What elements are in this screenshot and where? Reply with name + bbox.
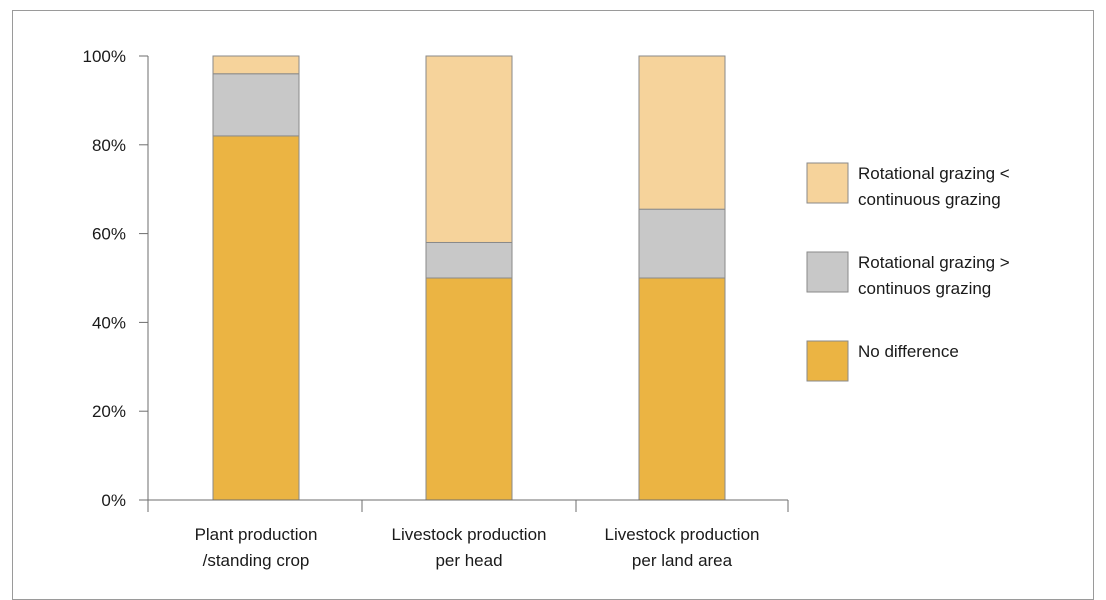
x-category-label: Plant production/standing crop (195, 525, 318, 570)
y-tick-label: 20% (92, 402, 126, 421)
y-tick-labels: 0% 20% 40% 60% 80% 100% (83, 47, 126, 510)
x-category-label: Livestock production per head (392, 525, 547, 570)
bar-segment-2-2 (425, 241, 513, 279)
bar-segment-1-3 (212, 55, 300, 75)
bars-group (212, 55, 726, 501)
bar-segment-3-3 (638, 55, 726, 210)
y-tick-label: 0% (101, 491, 126, 510)
legend-swatch (806, 162, 849, 204)
legend-label: Rotational grazing < continuous grazing (858, 164, 1010, 209)
bar-segment-3-2 (638, 208, 726, 279)
y-tick-label: 40% (92, 313, 126, 332)
legend-label: No difference (858, 342, 959, 361)
y-tick-label: 60% (92, 225, 126, 244)
x-category-label: Livestock production per land area (605, 525, 760, 570)
legend-label: Rotational grazing > continuos grazing (858, 253, 1010, 298)
y-tick-label: 100% (83, 47, 126, 66)
bar-segment-2-1 (425, 277, 513, 501)
legend-swatch (806, 340, 849, 382)
stacked-bar-chart: 0% 20% 40% 60% 80% 100% Plant production/stan… (83, 47, 1010, 570)
axes-group (139, 55, 789, 512)
bar-segment-1-1 (212, 135, 300, 501)
y-tick-label: 80% (92, 136, 126, 155)
legend-swatch (806, 251, 849, 293)
legend: Rotational grazing < continuous grazing Ro… (806, 162, 1010, 382)
bar-segment-1-2 (212, 73, 300, 137)
x-category-labels: Plant production/standing crop Livestock … (195, 525, 760, 570)
bar-segment-2-3 (425, 55, 513, 243)
bar-segment-3-1 (638, 277, 726, 501)
